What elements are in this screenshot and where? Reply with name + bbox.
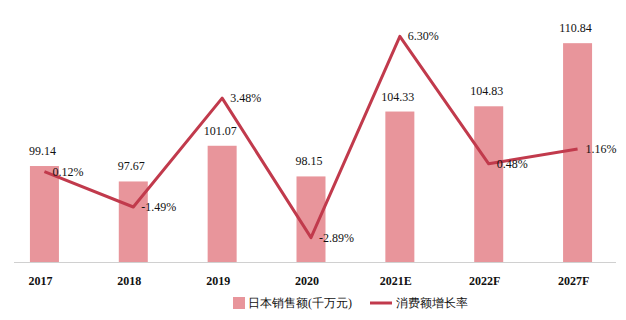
bar-label: 99.14: [29, 144, 56, 158]
line: [44, 36, 577, 237]
bar-label: 104.33: [381, 90, 414, 104]
legend-swatch: [233, 297, 245, 309]
line-label: 1.16%: [586, 142, 617, 156]
line-label: 3.48%: [230, 91, 261, 105]
line-label: 6.30%: [408, 29, 439, 43]
bar-label: 110.84: [559, 21, 592, 35]
bar: [208, 146, 237, 262]
bar: [30, 166, 59, 262]
line-label: -1.49%: [141, 200, 176, 214]
bar-label: 104.83: [470, 84, 503, 98]
x-tick-label: 2017: [28, 274, 52, 288]
line-label: 0.48%: [497, 157, 528, 171]
bar: [474, 106, 503, 262]
x-tick-label: 2022F: [469, 274, 500, 288]
legend-swatch: [370, 302, 392, 305]
line-label: -2.89%: [319, 231, 354, 245]
bar-label: 97.67: [118, 159, 145, 173]
labels: 99.14 97.67 101.07 98.15 104.33 104.83 110.84 0…: [29, 21, 617, 244]
bar: [385, 112, 414, 262]
x-axis: [14, 262, 616, 263]
x-tick-label: 2021E: [380, 274, 412, 288]
bar-label: 98.15: [296, 154, 323, 168]
legend: 日本销售额(千万元) 消费额增长率: [233, 296, 468, 310]
marks: [30, 36, 592, 262]
x-tick-label: 2020: [295, 274, 319, 288]
x-tick-label: 2018: [117, 274, 141, 288]
line-label: 0.12%: [52, 165, 83, 179]
x-tick-label: 2019: [206, 274, 230, 288]
x-tick-label: 2027F: [558, 274, 589, 288]
chart: 99.14 97.67 101.07 98.15 104.33 104.83 110.84 0…: [0, 0, 626, 320]
bar-label: 101.07: [204, 124, 237, 138]
legend-label: 消费额增长率: [396, 296, 468, 310]
legend-label: 日本销售额(千万元): [248, 296, 352, 310]
